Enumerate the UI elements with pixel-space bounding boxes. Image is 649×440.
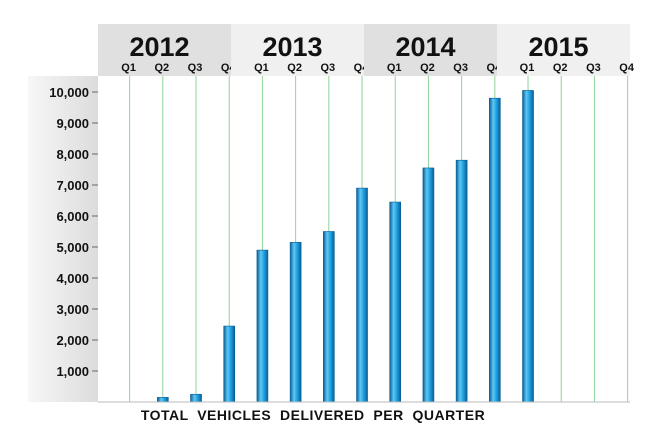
year-band-2012 [98, 24, 231, 76]
y-tick-label: 2,000 [56, 333, 89, 348]
bar-2013-q1 [256, 249, 269, 403]
year-band-2015 [497, 24, 630, 76]
quarter-label: Q3 [320, 62, 335, 74]
quarter-label: Q3 [188, 62, 203, 74]
y-tick-label: 1,000 [56, 364, 89, 379]
bar-2014-q2 [422, 167, 435, 403]
quarter-label: Q3 [586, 62, 601, 74]
quarter-label: Q2 [154, 62, 169, 74]
year-label-2014: 2014 [395, 32, 455, 62]
quarter-label: Q1 [254, 62, 269, 74]
quarter-label: Q1 [520, 62, 535, 74]
bars [157, 90, 534, 403]
bar-2014-q4 [489, 97, 501, 403]
year-band-2013 [231, 24, 364, 76]
quarter-label: Q1 [121, 62, 136, 74]
x-axis-title: TOTAL VEHICLES DELIVERED PER QUARTER [141, 407, 485, 423]
y-tick-label: 4,000 [56, 271, 89, 286]
bar-2012-q4 [223, 325, 236, 403]
bar-2012-q2 [157, 397, 169, 403]
y-tick-label: 10,000 [49, 85, 89, 100]
bar-2015-q1 [522, 90, 534, 403]
year-label-2013: 2013 [262, 32, 322, 62]
y-tick-label: 5,000 [56, 240, 89, 255]
quarter-label: Q2 [287, 62, 302, 74]
bar-2013-q4 [356, 187, 368, 403]
y-tick-label: 9,000 [56, 116, 89, 131]
bar-2013-q2 [289, 242, 302, 403]
year-band-2014 [364, 24, 497, 76]
bar-2014-q3 [455, 159, 468, 403]
y-axis-panel [28, 76, 98, 402]
quarter-label: Q1 [387, 62, 402, 74]
y-tick-label: 7,000 [56, 178, 89, 193]
gridlines [129, 76, 629, 402]
bar-2013-q3 [323, 231, 335, 403]
y-tick-label: 8,000 [56, 147, 89, 162]
quarter-label: Q2 [553, 62, 568, 74]
y-tick-label: 3,000 [56, 302, 89, 317]
year-label-2012: 2012 [129, 32, 189, 62]
y-axis-ticks: 1,000 2,000 3,000 4,000 5,000 6,000 7,000 8,000… [49, 85, 98, 379]
bar-2012-q3 [190, 393, 202, 403]
year-label-2015: 2015 [528, 32, 588, 62]
quarter-label: Q2 [420, 62, 435, 74]
y-tick-label: 6,000 [56, 209, 89, 224]
bar-2014-q1 [389, 201, 402, 403]
quarter-label: Q4 [619, 62, 635, 74]
quarter-label: Q3 [453, 62, 468, 74]
